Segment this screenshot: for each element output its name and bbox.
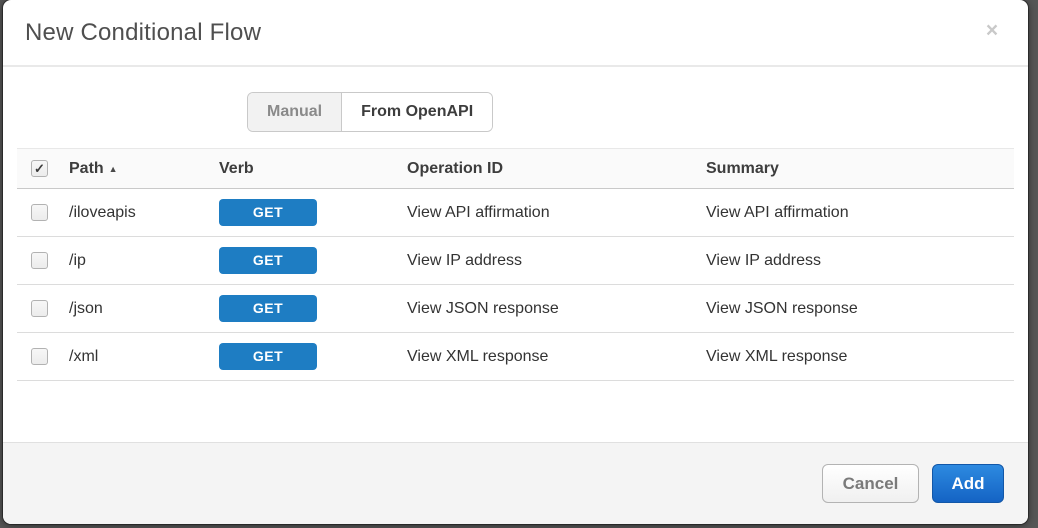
- row-checkbox[interactable]: [31, 204, 48, 221]
- source-toggle-group: Manual From OpenAPI: [248, 93, 493, 131]
- header-cell-path[interactable]: Path ▲: [69, 159, 118, 177]
- row-cell-operation-id: View API affirmation: [407, 203, 550, 221]
- add-button[interactable]: Add: [932, 464, 1004, 503]
- row-cell-summary: View XML response: [706, 347, 848, 365]
- dialog-title: New Conditional Flow: [25, 18, 262, 46]
- tab-from-openapi[interactable]: From OpenAPI: [342, 93, 493, 131]
- verb-badge-get: GET: [219, 199, 317, 226]
- row-cell-operation-id: View JSON response: [407, 299, 559, 317]
- header-cell-summary[interactable]: Summary: [706, 159, 779, 177]
- new-conditional-flow-dialog: New Conditional Flow × Manual From OpenA…: [3, 0, 1028, 524]
- row-cell-operation-id: View XML response: [407, 347, 549, 365]
- verb-badge-get: GET: [219, 247, 317, 274]
- row-cell-select: [17, 300, 69, 317]
- dialog-header: New Conditional Flow ×: [3, 0, 1028, 67]
- verb-badge-get: GET: [219, 295, 317, 322]
- row-cell-select: [17, 348, 69, 365]
- row-cell-summary: View JSON response: [706, 299, 858, 317]
- verb-badge-get: GET: [219, 343, 317, 370]
- row-checkbox[interactable]: [31, 252, 48, 269]
- header-cell-select: ✓: [17, 160, 69, 177]
- row-cell-select: [17, 252, 69, 269]
- row-cell-verb: GET: [219, 295, 407, 322]
- check-icon: ✓: [34, 161, 45, 176]
- row-checkbox[interactable]: [31, 300, 48, 317]
- table-row-json[interactable]: /json GET View JSON response View JSON r…: [17, 285, 1014, 333]
- row-cell-verb: GET: [219, 343, 407, 370]
- row-cell-summary: View API affirmation: [706, 203, 849, 221]
- row-cell-summary: View IP address: [706, 251, 822, 269]
- table-row-ip[interactable]: /ip GET View IP address View IP address: [17, 237, 1014, 285]
- tab-manual[interactable]: Manual: [248, 93, 343, 131]
- header-cell-verb[interactable]: Verb: [219, 159, 254, 177]
- row-cell-verb: GET: [219, 199, 407, 226]
- cancel-button[interactable]: Cancel: [822, 464, 919, 503]
- table-header-row: ✓ Path ▲ Verb Operation ID Summary: [17, 148, 1014, 189]
- table-row-xml[interactable]: /xml GET View XML response View XML resp…: [17, 333, 1014, 381]
- select-all-checkbox[interactable]: ✓: [31, 160, 48, 177]
- sort-asc-icon: ▲: [108, 163, 118, 174]
- flows-table: ✓ Path ▲ Verb Operation ID Summary /ilove…: [17, 148, 1014, 381]
- row-cell-path: /ip: [69, 251, 86, 269]
- row-cell-select: [17, 204, 69, 221]
- row-cell-verb: GET: [219, 247, 407, 274]
- row-cell-path: /json: [69, 299, 103, 317]
- close-icon[interactable]: ×: [985, 19, 999, 42]
- dialog-footer: Cancel Add: [3, 442, 1028, 524]
- header-cell-operation-id[interactable]: Operation ID: [407, 159, 504, 177]
- row-cell-path: /xml: [69, 347, 99, 365]
- row-cell-operation-id: View IP address: [407, 251, 523, 269]
- table-row-iloveapis[interactable]: /iloveapis GET View API affirmation View…: [17, 189, 1014, 237]
- row-checkbox[interactable]: [31, 348, 48, 365]
- row-cell-path: /iloveapis: [69, 203, 136, 221]
